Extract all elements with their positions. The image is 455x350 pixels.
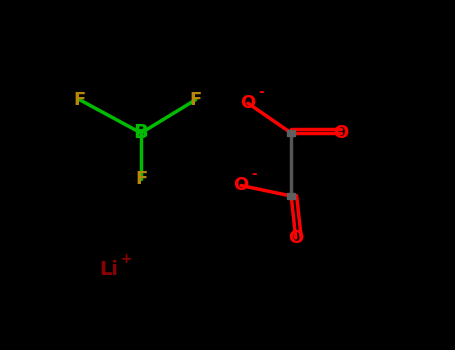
Text: -: -	[251, 167, 257, 181]
Text: Li: Li	[100, 260, 119, 279]
Text: O: O	[240, 94, 256, 112]
Text: O: O	[288, 229, 303, 247]
Bar	[287, 130, 295, 136]
Text: O: O	[334, 124, 349, 142]
Text: O: O	[233, 176, 249, 195]
Text: +: +	[121, 252, 132, 266]
Text: B: B	[134, 124, 148, 142]
Bar	[287, 193, 295, 199]
Text: F: F	[74, 91, 86, 109]
Text: F: F	[190, 91, 202, 109]
Text: -: -	[258, 85, 263, 99]
Text: F: F	[135, 169, 147, 188]
